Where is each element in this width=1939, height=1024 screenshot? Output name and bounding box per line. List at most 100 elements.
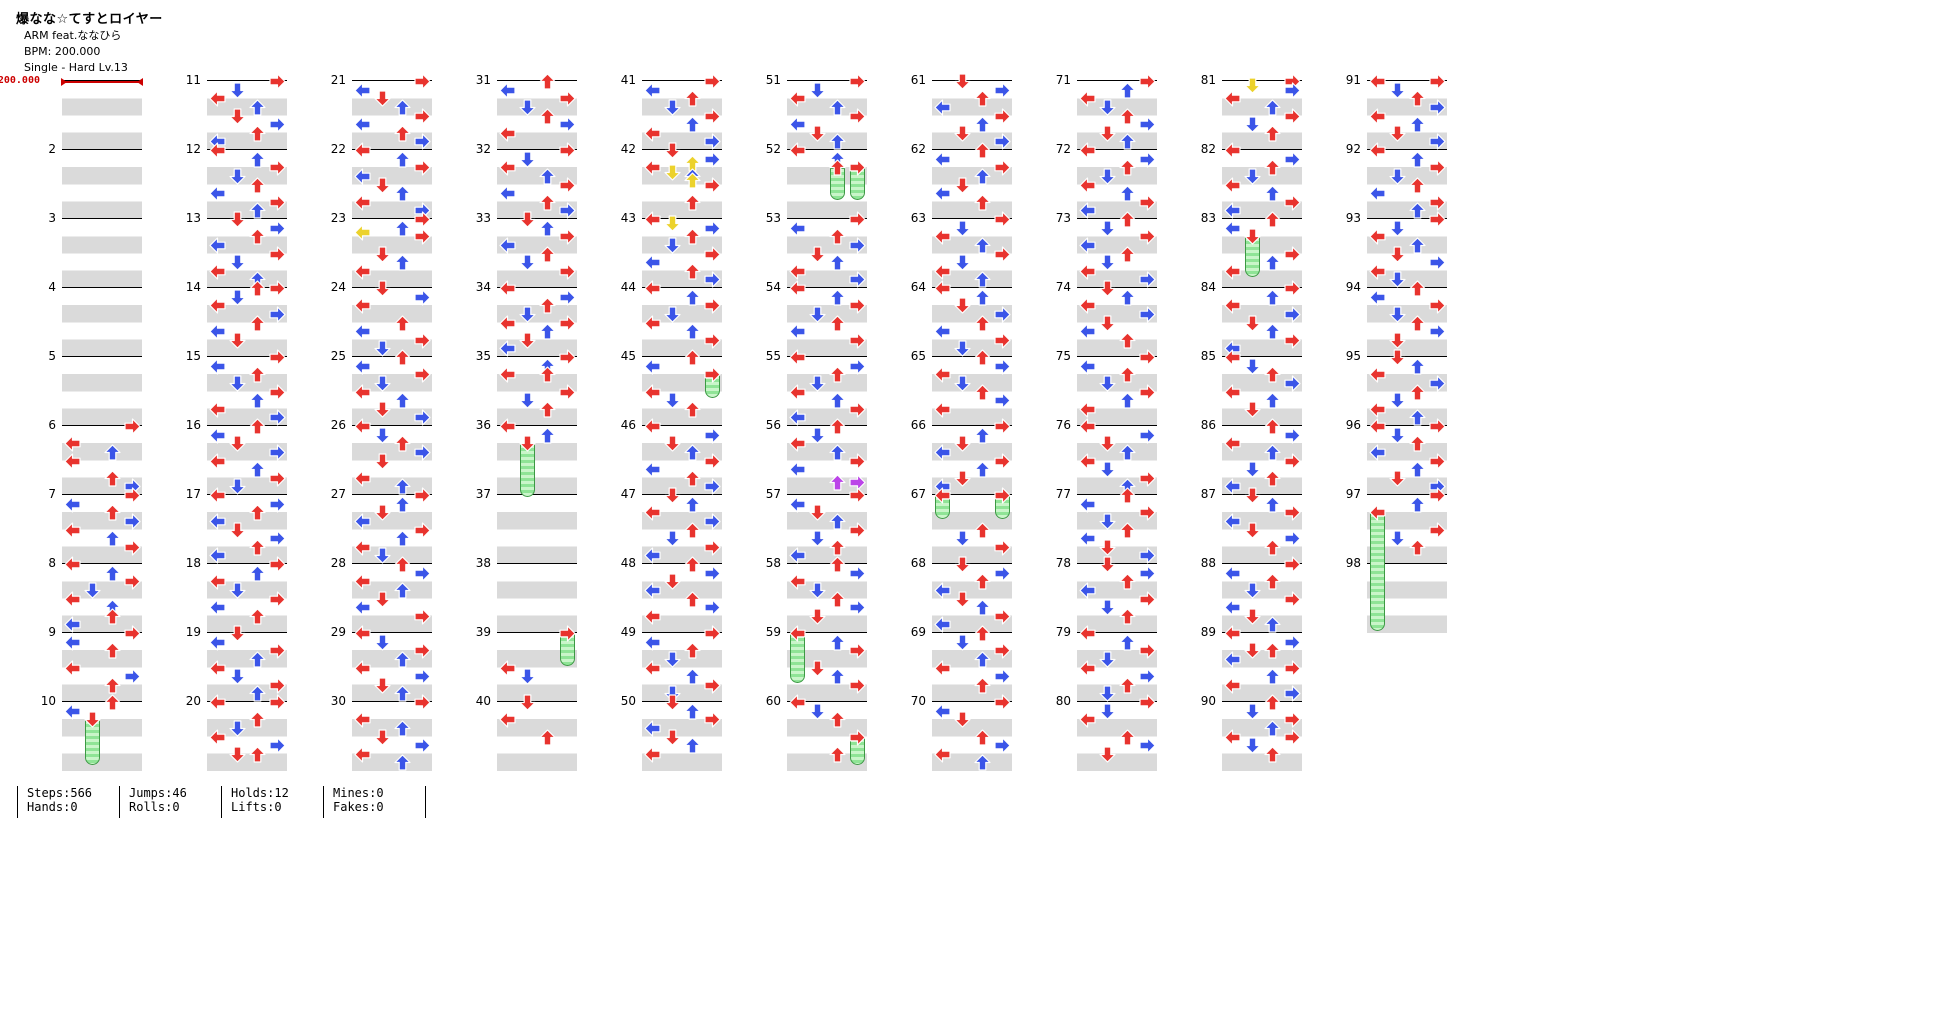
arrow-down-icon	[663, 306, 681, 323]
arrow-left-icon	[498, 237, 516, 254]
arrow-left-icon	[788, 435, 806, 452]
arrow-up-icon	[973, 521, 991, 539]
measure: 84	[1201, 280, 1302, 357]
arrow-right-icon	[993, 306, 1011, 323]
arrow-left-icon	[208, 659, 226, 677]
arrow-right-icon	[1138, 470, 1156, 487]
arrow-right-icon	[1283, 332, 1301, 349]
arrow-right-icon	[703, 151, 721, 168]
arrow-down-icon	[1243, 77, 1261, 94]
arrow-down-icon	[373, 677, 391, 694]
arrow-left-icon	[1078, 237, 1096, 254]
arrow-right-icon	[1283, 634, 1301, 651]
hold-note	[1369, 513, 1385, 631]
arrow-up-icon	[1263, 444, 1281, 461]
arrow-right-icon	[413, 73, 431, 90]
measure-number: 90	[1200, 694, 1216, 708]
arrow-up-icon	[248, 314, 266, 332]
measure-number: 28	[330, 556, 346, 570]
arrow-up-icon	[248, 461, 266, 478]
arrow-right-icon	[558, 383, 576, 401]
arrow-right-icon	[848, 332, 866, 349]
arrow-up-icon	[248, 746, 266, 763]
arrow-up-icon	[1118, 608, 1136, 625]
arrow-left-icon	[788, 409, 806, 426]
arrow-up-icon	[973, 625, 991, 642]
arrow-down-icon	[1098, 746, 1116, 763]
arrow-right-icon	[848, 297, 866, 314]
arrow-left-icon	[1223, 728, 1241, 746]
arrow-down-icon	[1098, 375, 1116, 392]
measure: 90	[1201, 694, 1302, 771]
arrow-down-icon	[953, 220, 971, 237]
arrow-left-icon	[1078, 176, 1096, 194]
arrow-down-icon	[1098, 461, 1116, 478]
arrow-left-icon	[643, 418, 661, 435]
measure: 18	[186, 556, 287, 633]
measure: 20	[186, 694, 287, 771]
arrow-right-icon	[993, 642, 1011, 659]
arrow-right-icon	[268, 590, 286, 608]
measure: 72	[1056, 142, 1157, 219]
arrow-left-icon	[1223, 202, 1241, 219]
stats-bar: Steps:566 Hands:0 Jumps:46 Rolls:0 Holds…	[17, 786, 426, 818]
arrow-up-icon	[248, 392, 266, 409]
arrow-right-icon	[413, 521, 431, 539]
arrow-right-icon	[703, 366, 721, 383]
measure: 49	[621, 625, 722, 702]
measure: 85	[1201, 349, 1302, 426]
arrow-down-icon	[228, 478, 246, 495]
arrow-down-icon	[1388, 125, 1406, 142]
arrow-up-icon	[248, 202, 266, 219]
arrow-down-icon	[228, 211, 246, 228]
arrow-left-icon	[208, 573, 226, 590]
arrow-down-icon	[953, 125, 971, 142]
measure-number: 15	[185, 349, 201, 363]
measure: 25	[331, 349, 432, 426]
arrow-down-icon	[373, 245, 391, 263]
arrow-right-icon	[1138, 590, 1156, 608]
arrow-right-icon	[1138, 271, 1156, 288]
measure: 68	[911, 556, 1012, 633]
measure-number: 84	[1200, 280, 1216, 294]
arrow-down-icon	[228, 435, 246, 452]
arrow-down-icon	[518, 332, 536, 349]
arrow-left-icon	[788, 280, 806, 297]
steps-count: Steps:566	[27, 786, 93, 800]
arrow-down-icon	[228, 168, 246, 185]
arrow-left-icon	[788, 694, 806, 711]
arrow-up-icon	[973, 461, 991, 478]
arrow-left-icon	[933, 228, 951, 245]
arrow-right-icon	[1138, 73, 1156, 90]
measure-number: 38	[475, 556, 491, 570]
arrow-up-icon	[103, 530, 121, 547]
arrow-down-icon	[1243, 737, 1261, 754]
arrow-down-icon	[373, 427, 391, 444]
measure: 24	[331, 280, 432, 357]
arrow-down-icon	[1243, 461, 1261, 478]
arrow-up-icon	[683, 263, 701, 280]
arrow-left-icon	[208, 634, 226, 651]
arrow-right-icon	[703, 539, 721, 556]
measure: 26	[331, 418, 432, 495]
arrow-right-icon	[268, 409, 286, 426]
measure-number: 42	[620, 142, 636, 156]
arrow-right-icon	[1138, 427, 1156, 444]
arrow-left-icon	[1078, 625, 1096, 642]
arrow-up-icon	[683, 194, 701, 211]
arrow-left-icon	[353, 711, 371, 728]
arrow-down-icon	[83, 582, 101, 599]
arrow-down-icon	[1098, 556, 1116, 573]
arrow-left-icon	[498, 340, 516, 357]
arrow-down-icon	[1098, 435, 1116, 452]
arrow-left-icon	[643, 746, 661, 763]
arrow-right-icon	[1138, 116, 1156, 133]
arrow-right-icon	[703, 565, 721, 582]
arrow-up-icon	[1263, 642, 1281, 659]
arrow-left-icon	[1078, 323, 1096, 340]
arrow-up-icon	[393, 220, 411, 237]
measure-number: 11	[185, 73, 201, 87]
arrow-left-icon	[1368, 444, 1386, 461]
arrow-right-icon	[1428, 375, 1446, 392]
arrow-up-icon	[1118, 521, 1136, 539]
